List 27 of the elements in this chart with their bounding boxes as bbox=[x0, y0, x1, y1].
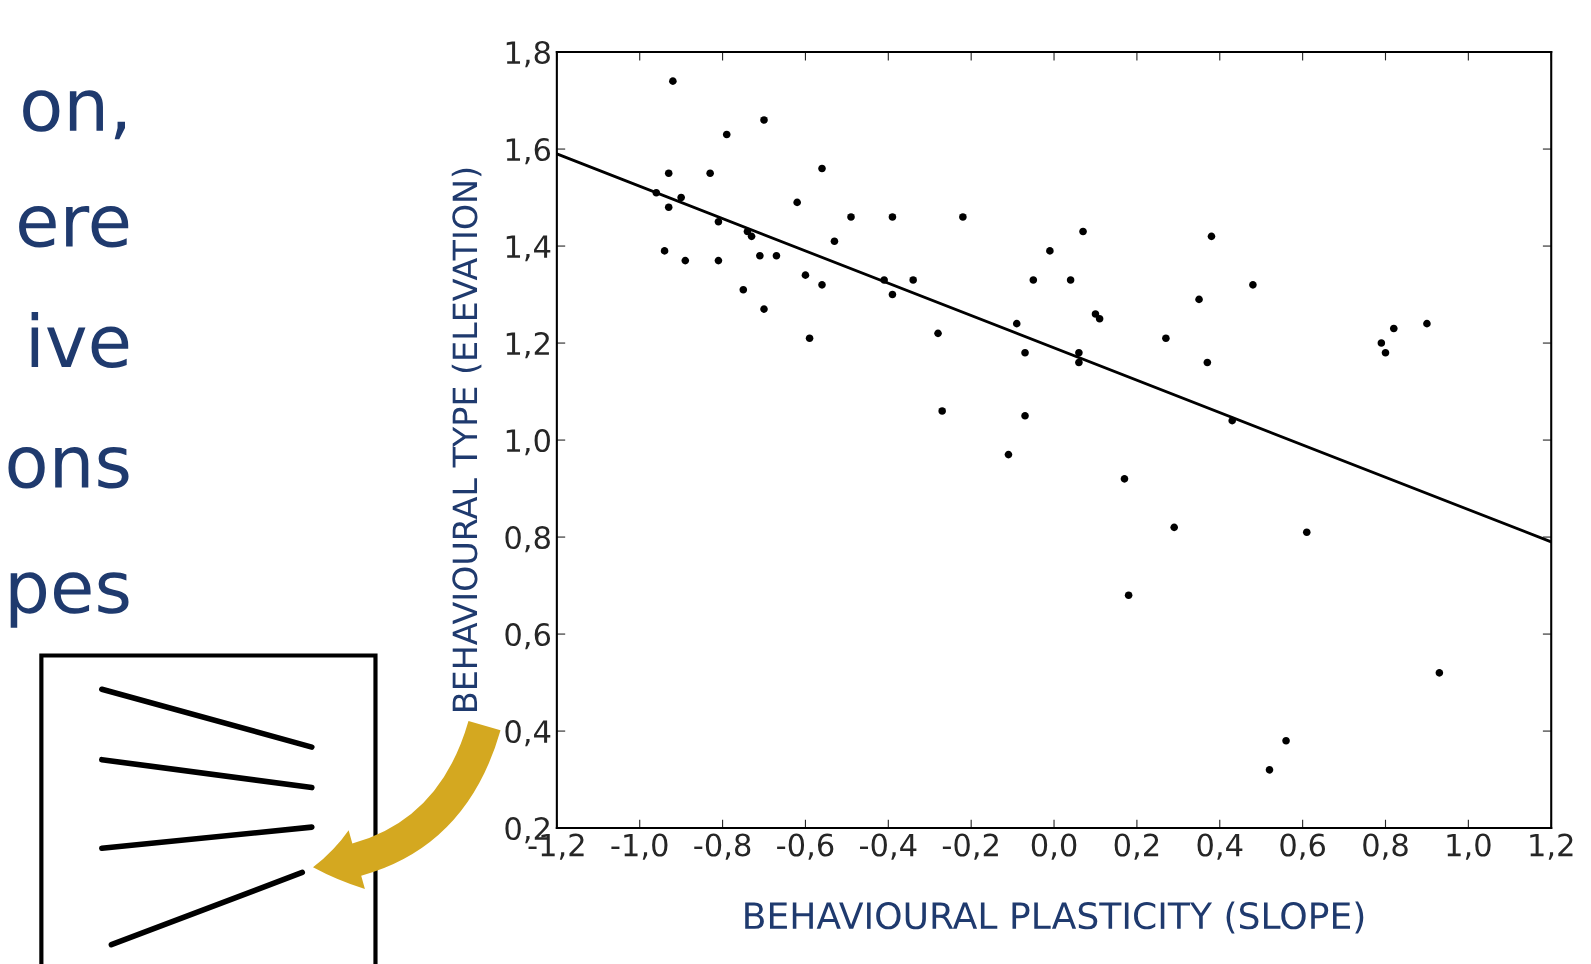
y-tick-label: 1,6 bbox=[506, 137, 551, 165]
x-tick-label: -0,6 bbox=[777, 833, 834, 860]
x-tick-label: 0,8 bbox=[1363, 833, 1408, 860]
text: ere bbox=[19, 206, 129, 248]
y-tick-label: 1,0 bbox=[506, 429, 550, 456]
y-tick-label: 0,4 bbox=[505, 720, 551, 747]
x-tick-label: -1,0 bbox=[611, 833, 668, 860]
x-tick-label: -0,4 bbox=[859, 833, 917, 860]
x-tick-label: 0,2 bbox=[1114, 833, 1159, 860]
x-tick-label: 0,0 bbox=[1031, 833, 1077, 860]
x-tick-label: 0,6 bbox=[1280, 833, 1325, 860]
x-axis-title: BEHAVIOURAL PLASTICITY (SLOPE) bbox=[745, 901, 1364, 934]
y-tick-label: 1,4 bbox=[506, 235, 551, 262]
y-tick-label: 1,8 bbox=[506, 40, 550, 68]
y-tick-label: 0,8 bbox=[505, 526, 550, 553]
x-tick-label: 0,4 bbox=[1197, 833, 1243, 860]
y-tick-label: 0,6 bbox=[505, 623, 551, 650]
text: on, bbox=[23, 90, 125, 140]
x-tick-label: 1,0 bbox=[1447, 833, 1491, 860]
text: ive bbox=[31, 312, 129, 368]
text: pes bbox=[10, 572, 129, 628]
text: ons bbox=[8, 447, 129, 489]
x-tick-label: -0,8 bbox=[694, 833, 751, 860]
x-tick-label: -0,2 bbox=[942, 833, 998, 860]
y-axis-title: BEHAVIOURAL TYPE (ELEVATION) bbox=[451, 168, 482, 711]
y-tick-label: 1,2 bbox=[506, 331, 549, 359]
x-tick-label: 1,2 bbox=[1530, 833, 1573, 860]
